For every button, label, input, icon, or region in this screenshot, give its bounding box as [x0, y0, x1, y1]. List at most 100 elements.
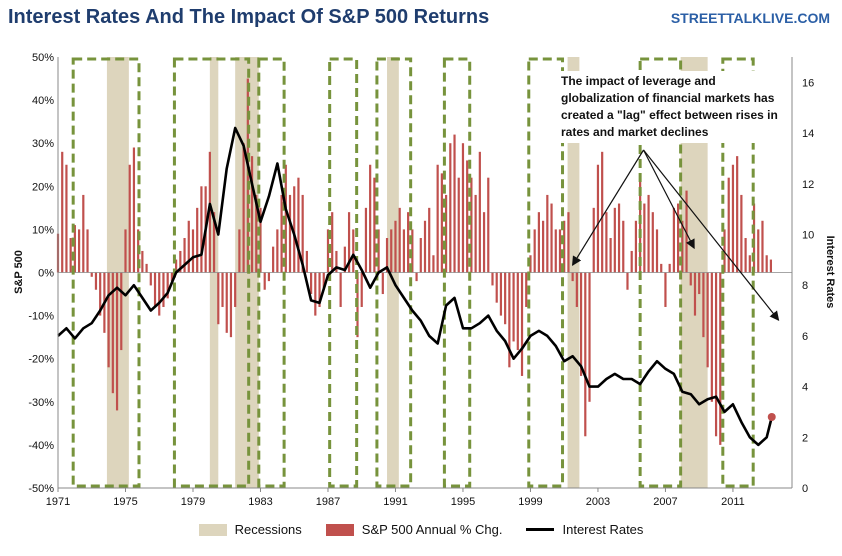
- sp500-bar: [529, 255, 532, 273]
- sp500-bar: [723, 229, 726, 273]
- sp500-bar: [339, 272, 342, 307]
- sp500-bar: [584, 272, 587, 437]
- y-tick-right: 14: [802, 128, 814, 140]
- sp500-bar: [575, 272, 578, 307]
- sp500-bar: [757, 229, 760, 273]
- sp500-bar: [508, 272, 511, 368]
- sp500-bar: [120, 272, 123, 351]
- sp500-bar: [423, 220, 427, 273]
- sp500-bar: [685, 190, 688, 273]
- sp500-bar: [461, 143, 465, 273]
- x-tick-label: 2003: [586, 496, 610, 508]
- y-axis-label-right: Interest Rates: [824, 236, 836, 309]
- legend-label-recessions: Recessions: [234, 522, 302, 537]
- sp500-bar: [495, 272, 498, 303]
- sp500-bar: [221, 272, 224, 307]
- sp500-bar: [82, 194, 85, 273]
- sp500-bar: [208, 151, 211, 273]
- sp500-bar: [664, 272, 667, 307]
- sp500-bar: [369, 164, 372, 273]
- sp500-bar: [550, 203, 553, 273]
- y-tick-left: -10%: [28, 311, 54, 323]
- sp500-bar: [643, 203, 646, 273]
- sp500-bar: [457, 177, 460, 273]
- sp500-bar: [377, 229, 380, 273]
- sp500-bar: [478, 151, 481, 273]
- annotation-arrow: [572, 149, 645, 267]
- sp500-bar: [698, 272, 701, 295]
- sp500-bar: [73, 225, 76, 273]
- x-tick-label: 1979: [181, 496, 205, 508]
- sp500-bar: [567, 212, 570, 273]
- sp500-bar: [234, 272, 237, 307]
- sp500-bar: [546, 194, 549, 273]
- sp500-bar: [558, 229, 562, 273]
- sp500-bar: [115, 272, 119, 411]
- sp500-bar: [284, 164, 287, 273]
- legend-label-interest-rates: Interest Rates: [562, 522, 644, 537]
- sp500-bar: [634, 220, 638, 273]
- sp500-bar: [196, 207, 199, 273]
- sp500-bar: [364, 207, 368, 273]
- sp500-bar: [145, 263, 148, 273]
- sp500-bar: [689, 272, 692, 286]
- sp500-bar: [179, 250, 182, 273]
- legend-swatch-interest-rates: [526, 528, 555, 531]
- sp500-bar: [482, 212, 486, 273]
- sp500-bar: [352, 229, 355, 273]
- sp500-bar: [748, 255, 751, 273]
- x-tick-label: 1991: [383, 496, 407, 508]
- watermark: STREETTALKLIVE.COM: [670, 10, 830, 26]
- y-tick-right: 0: [802, 483, 808, 495]
- sp500-bar: [415, 272, 418, 282]
- sp500-bar: [440, 173, 443, 273]
- sp500-bar: [107, 272, 110, 368]
- highlight-box: [527, 57, 565, 488]
- legend-item-sp500: S&P 500 Annual % Chg.: [325, 522, 502, 537]
- sp500-bar: [335, 250, 338, 273]
- sp500-bar: [69, 238, 72, 273]
- y-tick-right: 6: [802, 331, 808, 343]
- x-tick-label: 2011: [721, 496, 745, 508]
- legend-swatch-recessions: [198, 523, 227, 536]
- y-tick-left: 10%: [32, 224, 54, 236]
- sp500-bar: [128, 164, 131, 273]
- sp500-bar: [255, 194, 258, 273]
- annotation-arrows: [572, 149, 780, 321]
- y-tick-right: 2: [802, 432, 808, 444]
- sp500-bar: [769, 259, 773, 273]
- sp500-bar: [326, 229, 330, 273]
- sp500-bar: [149, 272, 152, 286]
- x-tick-label: 1971: [46, 496, 70, 508]
- highlight-box: [375, 57, 413, 488]
- sp500-bar: [166, 272, 169, 299]
- sp500-bar: [373, 177, 376, 273]
- x-tick-label: 2007: [653, 496, 677, 508]
- legend-swatch-sp500: [325, 523, 354, 536]
- sp500-bar: [428, 207, 431, 273]
- sp500-bar: [651, 212, 654, 273]
- sp500-bar: [436, 164, 439, 273]
- sp500-bar: [141, 250, 144, 273]
- sp500-bar: [276, 229, 279, 273]
- sp500-bar: [752, 203, 756, 273]
- sp500-bar: [297, 177, 300, 273]
- sp500-bar: [563, 220, 566, 273]
- axes: 50% 40% 30% 20% 10% 0% -10% -20% -30% -40% -50% 16 1…: [28, 52, 814, 508]
- sp500-bar: [187, 220, 190, 273]
- sp500-bar: [229, 272, 233, 338]
- y-tick-right: 8: [802, 280, 808, 292]
- sp500-bar: [731, 164, 735, 273]
- sp500-bar: [272, 246, 275, 273]
- sp500-bar: [267, 272, 271, 282]
- y-tick-left: 0%: [38, 268, 54, 280]
- sp500-bar: [655, 229, 659, 273]
- sp500-bar: [736, 156, 739, 273]
- sp500-bar: [499, 272, 503, 316]
- sp500-bar: [647, 194, 650, 273]
- sp500-bar: [681, 220, 684, 273]
- sp500-bar: [322, 272, 325, 290]
- highlight-box: [721, 57, 755, 488]
- y-tick-left: -30%: [28, 397, 54, 409]
